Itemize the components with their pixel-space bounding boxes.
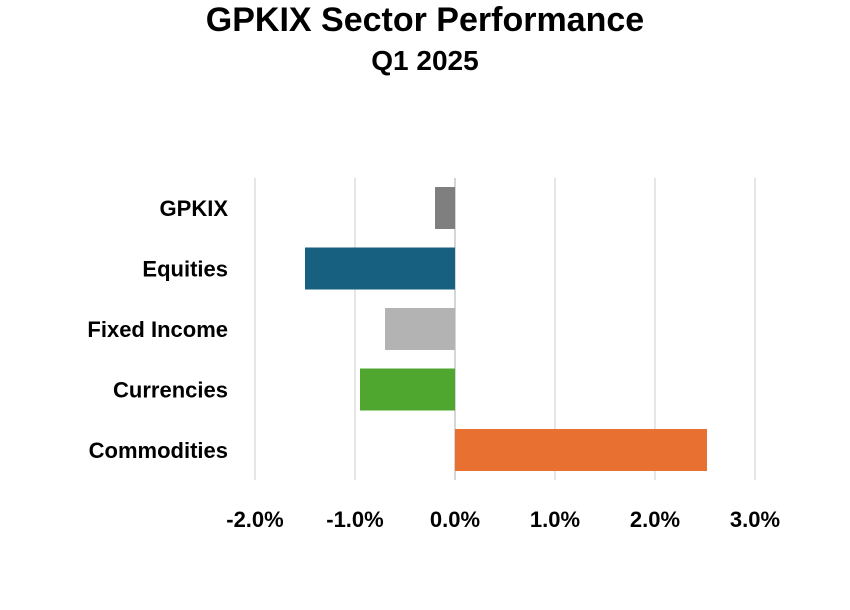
bar-commodities bbox=[455, 429, 707, 471]
x-tick-label: -1.0% bbox=[326, 507, 383, 532]
x-tick-label: -2.0% bbox=[226, 507, 283, 532]
x-tick-label: 1.0% bbox=[530, 507, 580, 532]
category-label-currencies: Currencies bbox=[113, 378, 228, 403]
x-tick-label: 0.0% bbox=[430, 507, 480, 532]
bar-equities bbox=[305, 247, 455, 290]
category-labels: GPKIX Equities Fixed Income Currencies Commo… bbox=[87, 196, 228, 463]
bar-gpkix bbox=[435, 187, 455, 229]
x-tick-label: 3.0% bbox=[730, 507, 780, 532]
chart-subtitle: Q1 2025 bbox=[371, 45, 479, 76]
bar-currencies bbox=[360, 368, 455, 411]
x-tick-label: 2.0% bbox=[630, 507, 680, 532]
x-axis-tick-labels: -2.0% -1.0% 0.0% 1.0% 2.0% 3.0% bbox=[226, 507, 780, 532]
bar-fixed-income bbox=[385, 308, 455, 350]
chart-title: GPKIX Sector Performance bbox=[205, 1, 645, 39]
category-label-commodities: Commodities bbox=[89, 438, 228, 463]
category-label-fixed-income: Fixed Income bbox=[87, 317, 228, 342]
bars bbox=[305, 187, 707, 471]
category-label-equities: Equities bbox=[142, 257, 228, 282]
category-label-gpkix: GPKIX bbox=[160, 196, 229, 221]
